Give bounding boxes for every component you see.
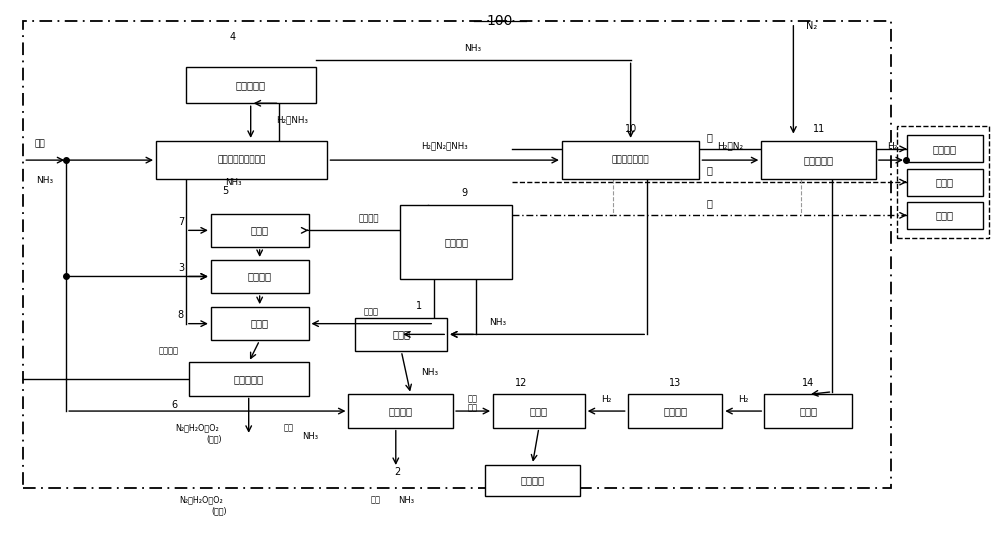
Text: 联产单元: 联产单元	[444, 237, 468, 247]
Text: N₂、H₂O、O₂: N₂、H₂O、O₂	[175, 423, 219, 432]
Text: N₂、H₂O、O₂: N₂、H₂O、O₂	[179, 495, 223, 505]
Text: 13: 13	[669, 378, 681, 388]
Text: NH₃: NH₃	[225, 178, 242, 187]
Text: (尾气): (尾气)	[206, 434, 222, 443]
Text: 储氨罐: 储氨罐	[392, 329, 410, 340]
Bar	[211, 214, 309, 247]
Text: 12: 12	[515, 378, 527, 388]
Text: NH₃: NH₃	[398, 495, 414, 505]
Text: (尾气): (尾气)	[211, 506, 227, 515]
Text: 换热: 换热	[468, 395, 478, 404]
Text: 氨蒸发器: 氨蒸发器	[389, 406, 413, 416]
Text: 自热式氨裂解反应器: 自热式氨裂解反应器	[218, 156, 266, 164]
Text: 6: 6	[172, 400, 178, 410]
Text: 冷: 冷	[706, 198, 712, 209]
Bar	[355, 318, 447, 351]
Bar	[23, 20, 891, 488]
Text: 10: 10	[625, 124, 637, 134]
Bar	[907, 169, 983, 196]
Bar	[907, 135, 983, 162]
Text: 储氢单元: 储氢单元	[663, 406, 687, 416]
Text: 热: 热	[706, 165, 712, 175]
Text: 空气预热器: 空气预热器	[234, 374, 264, 384]
Text: 空气: 空气	[284, 423, 294, 432]
Text: 汽化器: 汽化器	[251, 319, 269, 329]
Text: 压缩机: 压缩机	[799, 406, 817, 416]
Text: H₂: H₂	[887, 142, 897, 151]
Text: NH₃: NH₃	[465, 44, 482, 53]
Text: 燃料混合罐: 燃料混合罐	[236, 80, 266, 90]
Bar	[211, 307, 309, 340]
Text: 3: 3	[178, 263, 184, 273]
Text: 空气: 空气	[35, 140, 46, 149]
Text: 4: 4	[230, 32, 236, 43]
Text: NH₃: NH₃	[421, 368, 438, 377]
Text: 9: 9	[461, 188, 467, 198]
Text: NH₃: NH₃	[489, 318, 507, 327]
Text: 冷凝水: 冷凝水	[364, 307, 379, 316]
Text: 热负荷: 热负荷	[936, 177, 954, 187]
Bar	[485, 465, 580, 496]
Text: 氨预热器: 氨预热器	[248, 272, 272, 281]
Text: 加氢机: 加氢机	[530, 406, 548, 416]
Text: 空气: 空气	[371, 495, 381, 505]
Text: H₂: H₂	[738, 395, 749, 404]
Text: 11: 11	[812, 124, 825, 134]
Bar	[186, 67, 316, 103]
Text: 1: 1	[416, 301, 422, 311]
Bar	[493, 395, 585, 427]
Text: 7: 7	[178, 217, 184, 227]
Text: NH₃: NH₃	[303, 432, 319, 441]
Bar	[764, 395, 852, 427]
Text: 2: 2	[395, 467, 401, 476]
Text: H₂、N₂: H₂、N₂	[717, 142, 743, 151]
Text: 氢燃料车: 氢燃料车	[520, 475, 544, 485]
Text: 过热器: 过热器	[251, 225, 269, 236]
Bar	[211, 260, 309, 293]
Bar	[761, 141, 876, 179]
Bar	[628, 395, 722, 427]
Text: 5: 5	[223, 186, 229, 196]
Text: 过热蒸汽: 过热蒸汽	[358, 214, 379, 223]
Text: 氨分离回收设备: 氨分离回收设备	[612, 156, 649, 164]
Text: H₂、NH₃: H₂、NH₃	[277, 115, 309, 124]
Text: N₂: N₂	[806, 21, 817, 31]
Bar	[156, 141, 327, 179]
Text: 氢氮分离器: 氢氮分离器	[804, 155, 834, 165]
Bar	[562, 141, 699, 179]
Bar	[348, 395, 453, 427]
Text: H₂、N₂、NH₃: H₂、N₂、NH₃	[421, 142, 468, 151]
Text: 100: 100	[487, 14, 513, 28]
Bar	[189, 362, 309, 396]
Text: 电力负荷: 电力负荷	[933, 144, 957, 154]
Text: 8: 8	[178, 310, 184, 320]
Bar	[400, 205, 512, 279]
Text: 14: 14	[802, 378, 814, 388]
Text: 电: 电	[706, 132, 712, 142]
Text: 工质: 工质	[468, 403, 478, 412]
Bar	[897, 126, 989, 238]
Text: 冷负荷: 冷负荷	[936, 210, 954, 220]
Text: NH₃: NH₃	[36, 176, 53, 185]
Bar	[907, 202, 983, 229]
Text: H₂: H₂	[601, 395, 611, 404]
Text: 饱和蒸汽: 饱和蒸汽	[159, 347, 179, 356]
